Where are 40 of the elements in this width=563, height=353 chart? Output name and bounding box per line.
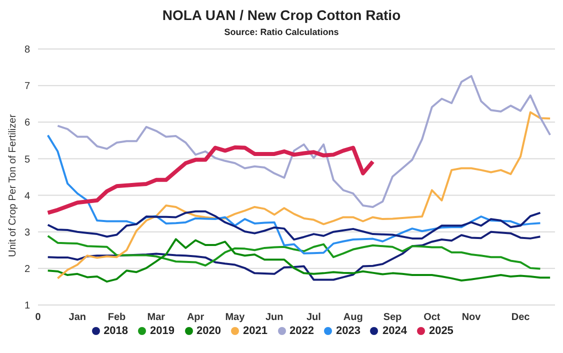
y-tick-label: 4 <box>24 190 30 202</box>
legend-label: 2020 <box>196 325 222 337</box>
x-tick-label: Oct <box>424 312 441 324</box>
y-tick-label: 3 <box>24 227 30 238</box>
x-tick-label: Jun <box>265 312 284 324</box>
x-tick-label: Jul <box>306 312 322 324</box>
y-tick-label: 8 <box>24 44 30 56</box>
line-series <box>56 111 552 280</box>
x-tick-label: Mar <box>147 312 166 324</box>
chart-subtitle: Source: Ratio Calculations <box>223 27 340 37</box>
legend-label: 2021 <box>243 325 268 337</box>
x-tick-label: Apr <box>186 312 204 324</box>
line-series <box>46 230 542 281</box>
legend-label: 2025 <box>428 325 454 337</box>
legend-label: 2023 <box>336 325 360 337</box>
x-tick-label: May <box>225 312 246 324</box>
legend-label: 2022 <box>290 325 314 337</box>
y-tick-label: 1 <box>24 300 30 312</box>
line-series <box>46 238 552 283</box>
legend-label: 2018 <box>104 325 128 337</box>
line-series <box>46 210 542 241</box>
y-tick-label: 6 <box>24 118 30 129</box>
line-series <box>56 75 552 208</box>
x-tick-label: Dec <box>511 312 530 324</box>
legend-label: 2019 <box>150 325 175 337</box>
legend-label: 2024 <box>382 325 407 337</box>
y-tick-label: 5 <box>24 154 30 166</box>
y-tick-label: 7 <box>24 81 30 92</box>
x-tick-label: Jan <box>68 312 86 324</box>
y-axis-title: Unit of Crop Per Ton of Fertilizer <box>8 114 19 257</box>
line-series <box>46 234 542 270</box>
chart-title: NOLA UAN / New Crop Cotton Ratio <box>161 7 402 23</box>
x-tick-label: Nov <box>462 312 482 324</box>
x-tick-label: Feb <box>108 312 126 324</box>
line-series <box>46 145 375 215</box>
y-tick-label: 2 <box>24 264 30 275</box>
x-tick-label: Sep <box>383 312 402 324</box>
x-tick-label: 0 <box>35 312 42 324</box>
line-series <box>46 134 542 254</box>
x-tick-label: Aug <box>343 312 363 324</box>
